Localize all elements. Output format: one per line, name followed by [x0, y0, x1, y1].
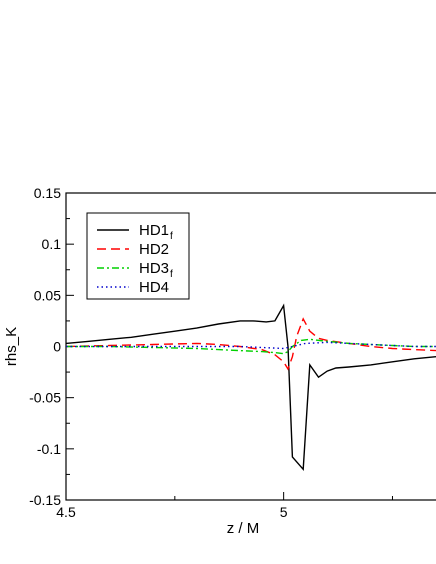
y-tick-label: 0	[53, 339, 61, 355]
series-line-hd1	[66, 303, 436, 472]
x-axis-label: z / M	[227, 520, 260, 537]
series-line-hd4	[66, 341, 436, 350]
legend-label-hd2: HD2	[139, 241, 169, 258]
y-tick-label: -0.1	[37, 441, 61, 457]
series-line-hd2	[66, 317, 436, 371]
legend-label-hd3: HD3	[139, 260, 169, 277]
series-line-hd3	[66, 338, 436, 355]
legend-label-hd4: HD4	[139, 279, 169, 296]
x-tick-label: 5	[280, 504, 288, 520]
legend-label-hd1: HD1	[139, 222, 169, 239]
y-axis-label: rhs_K	[3, 327, 20, 366]
y-tick-label: -0.15	[29, 492, 61, 508]
legend-subscript: f	[170, 269, 173, 280]
y-tick-label: 0.1	[42, 236, 62, 252]
y-tick-label: -0.05	[29, 390, 61, 406]
legend-box	[86, 212, 190, 300]
y-tick-label: 0.15	[34, 185, 61, 201]
legend-subscript: f	[170, 231, 173, 242]
x-tick-label: 4.5	[56, 504, 76, 520]
y-tick-label: 0.05	[34, 287, 61, 303]
